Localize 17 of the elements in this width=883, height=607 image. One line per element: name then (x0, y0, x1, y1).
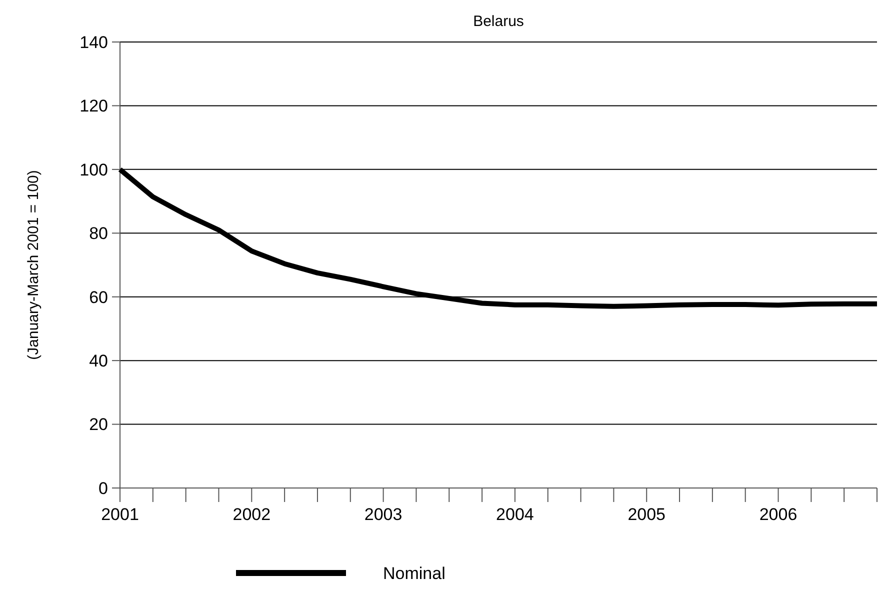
chart-title: Belarus (473, 13, 524, 30)
x-tick-label: 2002 (232, 505, 271, 524)
y-axis-title: (January-March 2001 = 100) (25, 170, 42, 360)
x-tick-label: 2001 (101, 505, 139, 524)
y-tick-label: 40 (89, 352, 108, 371)
x-tick-label: 2003 (364, 505, 402, 524)
y-tick-label: 0 (98, 478, 108, 498)
x-tick-label: 2005 (628, 505, 666, 524)
y-tick-label: 20 (89, 415, 108, 434)
y-tick-label: 140 (80, 32, 108, 52)
y-tick-label: 80 (89, 224, 108, 244)
x-tick-label: 2006 (759, 505, 798, 524)
y-tick-label: 120 (80, 96, 108, 116)
y-tick-label: 100 (80, 160, 108, 180)
y-tick-label: 60 (89, 288, 108, 307)
text: Nominal (383, 564, 446, 583)
x-tick-label: 2004 (496, 505, 534, 524)
